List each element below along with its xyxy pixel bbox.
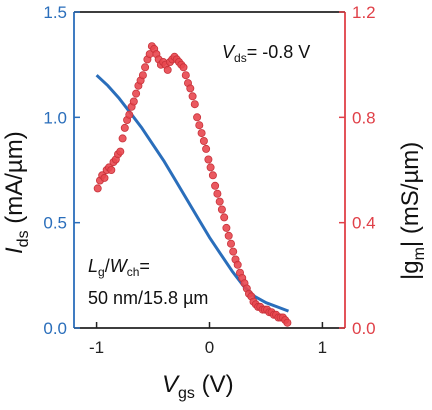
gm-data-point: [283, 318, 292, 327]
gm-data-point: [197, 129, 206, 138]
dimensions-annotation: 50 nm/15.8 µm: [88, 288, 208, 308]
gm-data-point: [211, 181, 220, 190]
plot-area: [93, 42, 292, 327]
left-y-tick-label: 0.0: [43, 319, 67, 338]
tick-layer: -1 0 1 0.0 0.5 1.0 1.5 0.0 0.4 0.8 1.2: [43, 3, 375, 357]
gm-data-point: [188, 92, 197, 101]
gm-data-point: [186, 84, 195, 93]
right-y-tick-label: 1.2: [352, 3, 376, 22]
gm-data-point: [118, 134, 127, 143]
x-tick-label: 0: [205, 338, 214, 357]
x-axis-label: Vgs (V): [162, 371, 234, 402]
left-y-tick-label: 0.5: [43, 214, 67, 233]
lw-annotation: Lg/Wch=: [88, 256, 150, 279]
right-y-tick-label: 0.4: [352, 214, 376, 233]
right-y-axis-label: |gm| (mS/µm): [397, 142, 428, 280]
left-y-tick-label: 1.0: [43, 108, 67, 127]
vds-annotation: Vds= -0.8 V: [222, 42, 310, 65]
gm-data-point: [120, 123, 129, 132]
x-tick-label: 1: [318, 338, 327, 357]
gm-data-point: [125, 110, 134, 119]
gm-data-point: [220, 213, 229, 222]
gm-data-point: [193, 113, 202, 122]
gm-data-point: [206, 163, 215, 172]
gm-data-point: [100, 173, 109, 182]
gm-data-point: [179, 63, 188, 72]
ids-curve: [95, 74, 290, 313]
gm-data-point: [93, 184, 102, 193]
gm-data-point: [129, 97, 138, 106]
gm-data-point: [217, 205, 226, 214]
gm-data-point: [138, 71, 147, 80]
gm-data-point: [107, 165, 116, 174]
gm-data-point: [208, 171, 217, 180]
gm-data-point: [116, 147, 125, 156]
gm-data-point: [215, 197, 224, 206]
gm-data-point: [222, 223, 231, 232]
gm-data-point: [132, 89, 141, 98]
gm-data-point: [195, 121, 204, 130]
gm-data-point: [213, 189, 222, 198]
left-y-axis-label: Ids (mA/µm): [1, 131, 32, 254]
x-tick-label: -1: [89, 338, 104, 357]
gm-data-point: [229, 247, 238, 256]
gm-data-point: [233, 260, 242, 269]
gm-data-point: [202, 144, 211, 153]
gm-data-point: [141, 63, 150, 72]
gm-data-point: [190, 100, 199, 109]
gm-data-point: [224, 231, 233, 240]
gm-data-point: [163, 65, 172, 74]
right-y-tick-label: 0.0: [352, 319, 376, 338]
left-y-tick-label: 1.5: [43, 3, 67, 22]
right-y-tick-label: 0.8: [352, 108, 376, 127]
gm-data-point: [181, 71, 190, 80]
gm-data-point: [226, 239, 235, 248]
gm-data-point: [204, 155, 213, 164]
gm-data-point: [199, 136, 208, 145]
